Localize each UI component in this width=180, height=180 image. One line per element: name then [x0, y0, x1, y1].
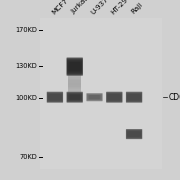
FancyBboxPatch shape — [88, 95, 101, 99]
Bar — [68, 69, 81, 72]
FancyBboxPatch shape — [48, 94, 62, 101]
Text: HT-29: HT-29 — [110, 0, 129, 15]
FancyBboxPatch shape — [48, 94, 62, 100]
FancyBboxPatch shape — [128, 132, 141, 136]
FancyBboxPatch shape — [127, 131, 141, 137]
FancyBboxPatch shape — [89, 95, 100, 99]
FancyBboxPatch shape — [126, 92, 142, 102]
Bar — [68, 71, 81, 73]
Bar — [68, 93, 81, 96]
Text: 70KD: 70KD — [19, 154, 37, 160]
FancyBboxPatch shape — [67, 58, 83, 76]
FancyBboxPatch shape — [47, 92, 63, 102]
FancyBboxPatch shape — [127, 130, 142, 138]
Bar — [68, 87, 81, 89]
FancyBboxPatch shape — [106, 92, 122, 102]
FancyBboxPatch shape — [87, 94, 102, 100]
FancyBboxPatch shape — [86, 93, 103, 101]
Bar — [68, 72, 81, 75]
FancyBboxPatch shape — [126, 130, 142, 139]
Text: U-937: U-937 — [90, 0, 110, 15]
FancyBboxPatch shape — [109, 94, 120, 100]
Bar — [68, 89, 81, 92]
FancyBboxPatch shape — [127, 132, 141, 136]
FancyBboxPatch shape — [127, 94, 141, 100]
FancyBboxPatch shape — [129, 94, 140, 100]
FancyBboxPatch shape — [68, 95, 82, 100]
FancyBboxPatch shape — [126, 92, 142, 103]
Bar — [68, 92, 81, 94]
FancyBboxPatch shape — [127, 93, 142, 102]
FancyBboxPatch shape — [68, 63, 82, 70]
Bar — [68, 81, 81, 84]
Bar — [40, 18, 162, 169]
FancyBboxPatch shape — [67, 58, 83, 75]
FancyBboxPatch shape — [48, 95, 61, 99]
Text: Raji: Raji — [130, 2, 143, 15]
FancyBboxPatch shape — [67, 93, 82, 102]
Bar — [68, 79, 81, 81]
FancyBboxPatch shape — [127, 131, 141, 138]
FancyBboxPatch shape — [69, 62, 80, 71]
Bar — [68, 73, 81, 76]
FancyBboxPatch shape — [128, 95, 141, 99]
FancyBboxPatch shape — [67, 61, 82, 73]
FancyBboxPatch shape — [107, 94, 122, 101]
Text: MCF7: MCF7 — [51, 0, 69, 15]
FancyBboxPatch shape — [107, 94, 121, 100]
FancyBboxPatch shape — [67, 92, 83, 102]
Bar — [68, 76, 81, 79]
FancyBboxPatch shape — [67, 60, 82, 74]
FancyBboxPatch shape — [68, 95, 81, 99]
FancyBboxPatch shape — [50, 94, 60, 100]
FancyBboxPatch shape — [127, 95, 141, 100]
Bar — [68, 88, 81, 91]
FancyBboxPatch shape — [68, 62, 82, 71]
FancyBboxPatch shape — [129, 131, 140, 137]
FancyBboxPatch shape — [47, 92, 63, 103]
FancyBboxPatch shape — [106, 92, 122, 103]
FancyBboxPatch shape — [68, 94, 82, 100]
Text: 170KD: 170KD — [15, 27, 37, 33]
Bar — [68, 83, 81, 85]
Bar — [68, 80, 81, 83]
FancyBboxPatch shape — [127, 94, 141, 101]
FancyBboxPatch shape — [107, 93, 122, 102]
Text: 100KD: 100KD — [15, 95, 37, 101]
FancyBboxPatch shape — [67, 94, 82, 101]
Text: 130KD: 130KD — [15, 63, 37, 69]
FancyBboxPatch shape — [69, 94, 80, 100]
FancyBboxPatch shape — [87, 95, 102, 100]
Text: CD6: CD6 — [168, 93, 180, 102]
FancyBboxPatch shape — [108, 95, 121, 99]
FancyBboxPatch shape — [88, 96, 101, 99]
Bar — [68, 77, 81, 80]
Bar — [68, 75, 81, 77]
FancyBboxPatch shape — [107, 95, 121, 100]
FancyBboxPatch shape — [47, 93, 62, 102]
FancyBboxPatch shape — [87, 94, 102, 100]
Bar — [68, 84, 81, 87]
Bar — [68, 91, 81, 93]
FancyBboxPatch shape — [48, 95, 62, 100]
FancyBboxPatch shape — [126, 129, 142, 139]
FancyBboxPatch shape — [87, 94, 102, 101]
FancyBboxPatch shape — [68, 64, 81, 69]
Bar — [68, 85, 81, 88]
Bar — [68, 94, 81, 97]
FancyBboxPatch shape — [67, 92, 83, 103]
Text: Jurkat: Jurkat — [70, 0, 90, 15]
